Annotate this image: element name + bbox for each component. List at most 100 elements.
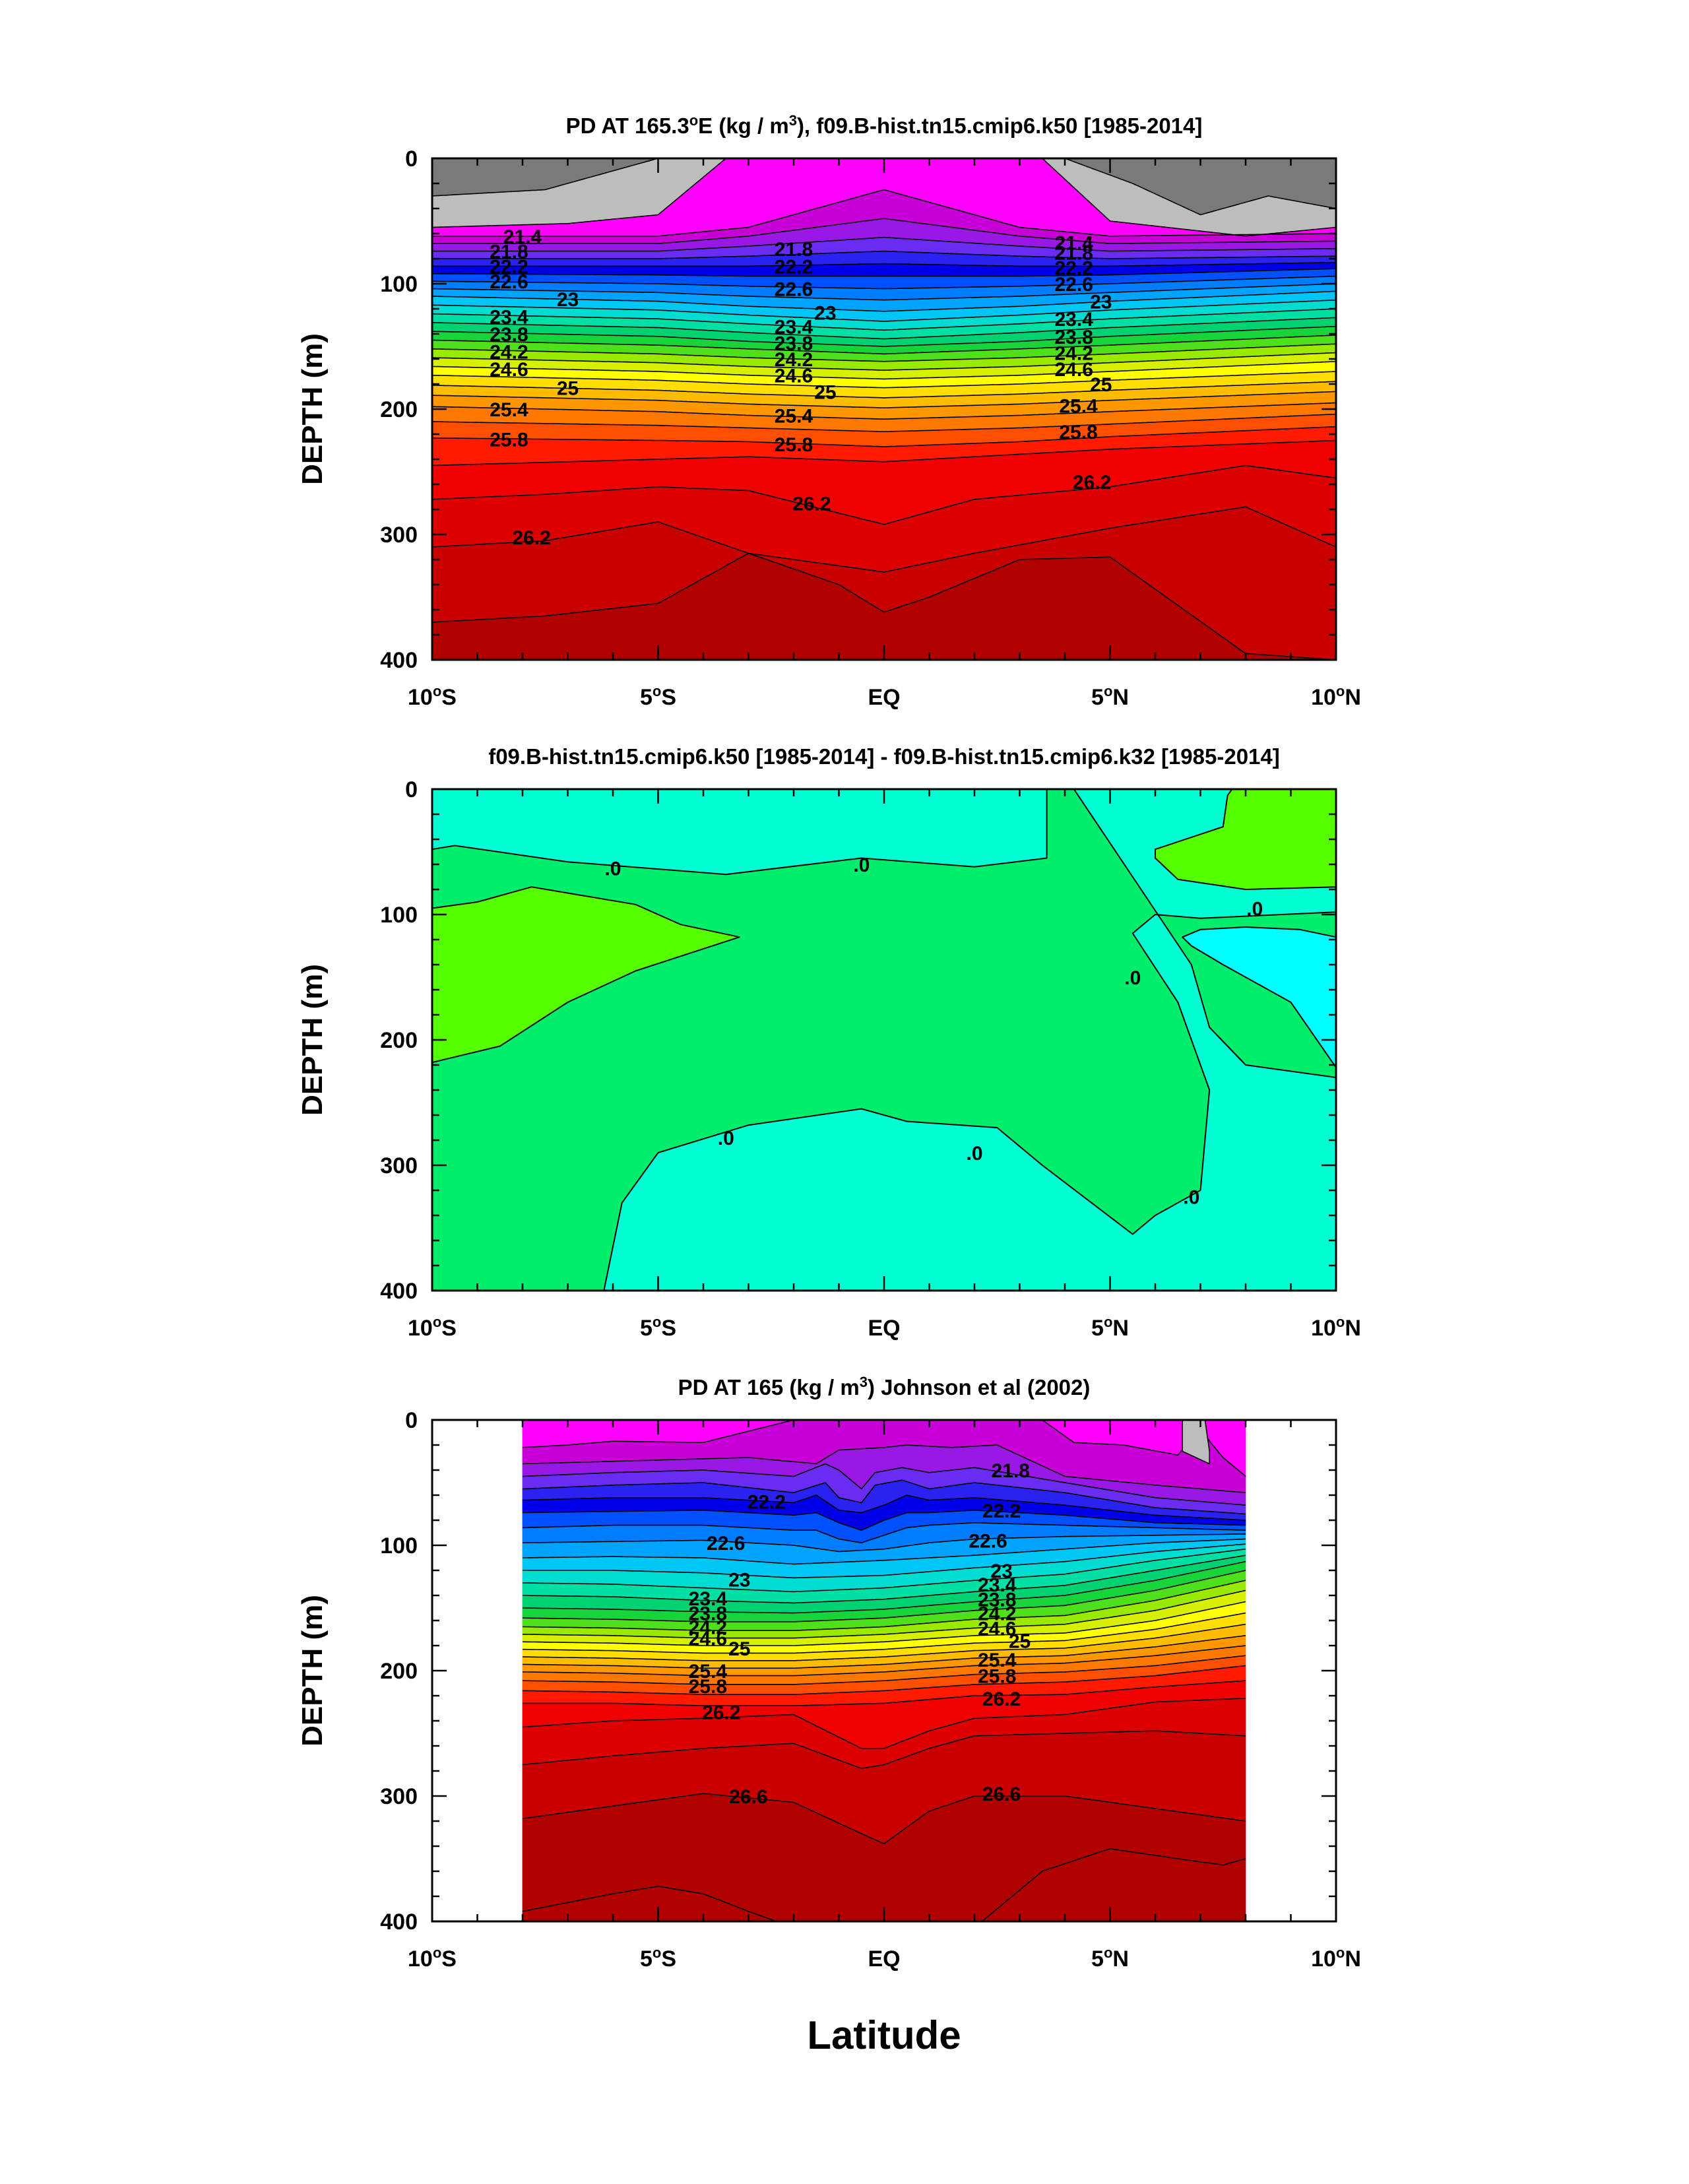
contour-label: 25.8 bbox=[490, 430, 528, 451]
isopycnal-line-26.2 bbox=[431, 465, 1337, 525]
isopycnal-line-24.6 bbox=[431, 361, 1337, 380]
contour-label: .0 bbox=[1124, 967, 1141, 989]
contour-label: 25.8 bbox=[1059, 422, 1097, 443]
x-tick-label: 10oN bbox=[1311, 1944, 1361, 1972]
contour-label: 22.2 bbox=[982, 1500, 1021, 1522]
isopycnal-line-21.8 bbox=[522, 1463, 1246, 1506]
isopycnal-line-26 bbox=[523, 1680, 1246, 1706]
isopycnal-line-24 bbox=[431, 335, 1337, 355]
contour-label: 26.2 bbox=[792, 494, 831, 515]
y-tick-label: 400 bbox=[380, 648, 418, 673]
y-tick-label: 300 bbox=[380, 1784, 418, 1809]
isopycnal-line-24.8 bbox=[431, 371, 1337, 389]
y-tick-label: 200 bbox=[380, 1028, 418, 1053]
contour-label: 23.8 bbox=[689, 1603, 727, 1625]
isopycnal-line-23.8 bbox=[431, 325, 1337, 347]
contour-label: 21.8 bbox=[1055, 243, 1093, 265]
isopycnal-line-25.4 bbox=[431, 402, 1337, 420]
isopycnal-line-23.4 bbox=[431, 308, 1337, 331]
y-tick-label: 0 bbox=[405, 1408, 418, 1433]
contour-label: 25.8 bbox=[775, 434, 813, 456]
contour-label: 25.4 bbox=[978, 1650, 1017, 1671]
contour-label: 25.4 bbox=[689, 1661, 728, 1683]
contour-label: 24.2 bbox=[490, 342, 528, 364]
panel-middle-difference-section: .0 .0 .0 .0 .0 .0 .0 0 100 200 300 400 10oS 5oS EQ 5oN 1… bbox=[296, 744, 1361, 1341]
isopycnal-line-23.8 bbox=[523, 1560, 1246, 1614]
x-tick-label: 10oN bbox=[1311, 1314, 1361, 1341]
isopycnal-line-26.4 bbox=[522, 1730, 1246, 1770]
contour-label: 22.2 bbox=[1055, 257, 1093, 279]
y-tick-label: 200 bbox=[380, 397, 418, 422]
x-tick-label: 5oN bbox=[1091, 683, 1129, 710]
contour-label: 22.2 bbox=[490, 256, 528, 278]
isopycnal-line-24 bbox=[523, 1570, 1246, 1622]
y-tick-label: 300 bbox=[380, 523, 418, 548]
x-tick-label: EQ bbox=[868, 685, 900, 710]
contour-label: 24.2 bbox=[1055, 343, 1093, 365]
contour-label: .0 bbox=[604, 858, 621, 880]
isopycnal-line-23.2 bbox=[523, 1543, 1246, 1579]
isopycnal-line-21.8 bbox=[432, 236, 1336, 252]
difference-region-positive bbox=[431, 886, 740, 1064]
isopycnal-line-25 bbox=[431, 381, 1337, 399]
contour-label: 25.4 bbox=[490, 399, 528, 421]
contour-label: 26.2 bbox=[513, 527, 551, 549]
contour-label: 23 bbox=[728, 1569, 750, 1591]
contour-label: 24.2 bbox=[775, 349, 813, 371]
contour-label: 23.4 bbox=[689, 1588, 728, 1610]
contour-label: 24.6 bbox=[689, 1628, 727, 1650]
isopycnal-line-25.2 bbox=[431, 391, 1337, 408]
x-tick-label: 10oN bbox=[1311, 683, 1361, 710]
isopycnal-line-24.4 bbox=[523, 1590, 1246, 1639]
contour-label: 22.6 bbox=[969, 1530, 1007, 1552]
contour-label: .0 bbox=[966, 1143, 982, 1165]
contour-label: 23 bbox=[814, 303, 836, 325]
contour-label: 23.8 bbox=[978, 1590, 1016, 1611]
y-axis-label: DEPTH (m) bbox=[296, 1595, 329, 1747]
isopycnal-line-26.4 bbox=[431, 506, 1337, 573]
y-axis-label: DEPTH (m) bbox=[296, 964, 329, 1116]
contour-label: 22.6 bbox=[775, 279, 813, 301]
isopycnal-line-24.4 bbox=[431, 352, 1337, 371]
contour-label: 25.4 bbox=[1059, 395, 1098, 417]
contour-label: 25 bbox=[557, 378, 579, 400]
contour-label: 22.2 bbox=[775, 256, 813, 278]
isopycnal-line-26 bbox=[431, 439, 1337, 466]
contour-label: 25 bbox=[1090, 374, 1112, 396]
isopycnal-line-24.6 bbox=[523, 1601, 1246, 1646]
contour-label: 23.4 bbox=[1055, 309, 1094, 331]
y-axis-label: DEPTH (m) bbox=[296, 333, 329, 485]
y-tick-label: 300 bbox=[380, 1153, 418, 1178]
x-tick-label: 5oS bbox=[640, 1944, 676, 1972]
isopycnal-line-22 bbox=[432, 250, 1336, 259]
contour-label: .0 bbox=[718, 1128, 734, 1149]
contour-label: 23 bbox=[1090, 292, 1112, 313]
isopycnal-line-24.2 bbox=[523, 1580, 1246, 1631]
isopycnal-line-25.4 bbox=[523, 1645, 1246, 1677]
x-tick-label: 10oS bbox=[408, 1314, 457, 1341]
x-tick-label: EQ bbox=[868, 1316, 900, 1341]
isopycnal-line-23 bbox=[523, 1538, 1246, 1565]
contour-label: 22.6 bbox=[1055, 274, 1093, 296]
x-tick-label: 10oS bbox=[408, 683, 457, 710]
isopycnal-line-21.6 bbox=[432, 218, 1336, 244]
y-tick-label: 100 bbox=[380, 1533, 418, 1558]
contour-label: 22.6 bbox=[707, 1533, 745, 1555]
contour-label: 26.2 bbox=[1073, 472, 1111, 494]
contour-label: 23.4 bbox=[775, 317, 813, 338]
x-tick-label: 5oS bbox=[640, 1314, 676, 1341]
contour-label: 25 bbox=[1009, 1630, 1031, 1652]
isopycnal-line-22.4 bbox=[523, 1509, 1246, 1531]
isopycnal-line-23.6 bbox=[431, 317, 1337, 340]
panel-title: f09.B-hist.tn15.cmip6.k50 [1985-2014] - … bbox=[488, 744, 1280, 769]
x-tick-label: 5oS bbox=[640, 683, 676, 710]
y-tick-label: 400 bbox=[380, 1910, 418, 1935]
isopycnal-line-26.6 bbox=[522, 1793, 1246, 1845]
contour-label: 24.6 bbox=[490, 359, 528, 381]
contour-label: 21.8 bbox=[775, 239, 813, 261]
contour-label: 24.2 bbox=[978, 1603, 1016, 1625]
contour-label: 24.6 bbox=[1055, 359, 1093, 381]
isopycnal-line-21.4 bbox=[432, 189, 1336, 237]
isopycnal-line-21.6 bbox=[522, 1444, 1246, 1493]
